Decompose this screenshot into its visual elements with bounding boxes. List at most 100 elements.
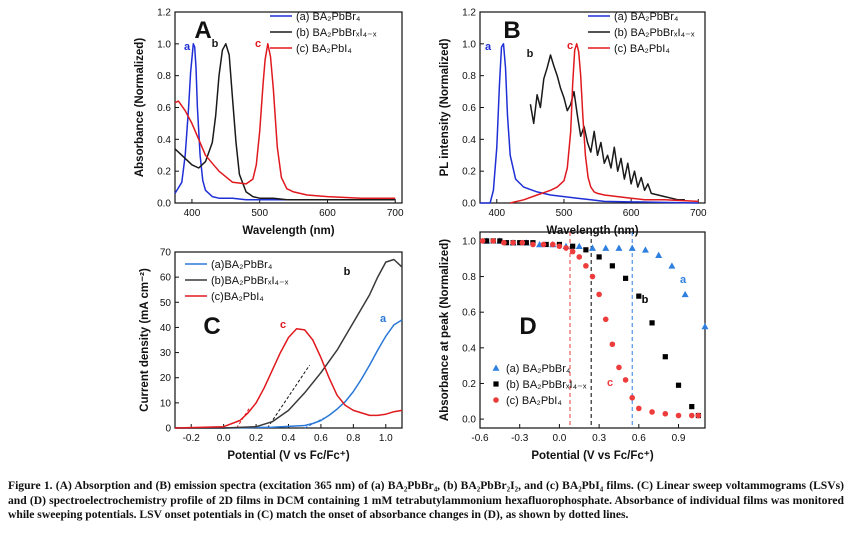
legend-label: (b) BA₂PbBrₓI₄₋ₓ — [614, 27, 695, 39]
curve-label-c: c — [280, 319, 286, 331]
data-point-c — [629, 394, 636, 401]
data-point-a — [668, 262, 676, 269]
data-point-c — [688, 412, 695, 419]
data-point-c — [695, 412, 702, 419]
y-tick-label: 0.6 — [462, 308, 476, 319]
panel-letter: D — [519, 313, 536, 340]
x-axis-label: Wavelength (nm) — [242, 225, 334, 237]
y-tick-label: 0.6 — [157, 103, 171, 114]
x-axis-label: Potential (V vs Fc/Fc⁺) — [227, 450, 350, 462]
y-tick-label: 0.4 — [157, 135, 171, 146]
curve-label-b: b — [344, 266, 351, 278]
y-tick-label: 0.6 — [462, 103, 476, 114]
curve-label-a: a — [380, 313, 387, 325]
y-tick-label: 20 — [160, 373, 172, 384]
y-tick-label: 1.2 — [157, 8, 171, 19]
data-point-c — [596, 291, 602, 298]
legend-label: (c) BA₂PbI₄ — [296, 43, 352, 55]
data-point-c — [662, 410, 669, 417]
data-point-c — [675, 412, 682, 419]
y-axis-label: Absorbance (Normalized) — [134, 38, 146, 177]
x-tick-label: 0.3 — [592, 433, 606, 444]
plot-frame — [479, 231, 706, 429]
data-point-c — [490, 238, 497, 244]
legend-marker — [493, 381, 499, 387]
y-tick-label: 0.8 — [462, 272, 476, 283]
y-tick-label: 0.2 — [157, 167, 171, 178]
y-tick-label: 0.4 — [462, 343, 476, 354]
y-tick-label: 0.0 — [462, 199, 476, 210]
legend-label: (b)BA₂PbBrₓI₄₋ₓ — [211, 275, 289, 287]
data-point-a — [628, 244, 636, 251]
x-tick-label: 0.0 — [217, 433, 231, 444]
data-point-c — [556, 243, 563, 250]
x-tick-label: 0.4 — [282, 433, 296, 444]
data-point-c — [649, 409, 655, 415]
curve-label-a: a — [184, 41, 191, 53]
caption-text: (A) Absorption and (B) emission spectra … — [8, 479, 844, 522]
x-tick-label: 0.2 — [249, 433, 263, 444]
series-line-c — [174, 43, 396, 199]
data-point-b — [622, 275, 629, 281]
data-point-b — [523, 240, 529, 246]
legend-label: (c) BA₂PbI₄ — [506, 395, 562, 407]
y-tick-label: 60 — [160, 273, 172, 284]
figure-caption: Figure 1. (A) Absorption and (B) emissio… — [8, 479, 844, 523]
series-line-b — [175, 258, 403, 429]
legend-label: (a)BA₂PbBr₄ — [211, 259, 273, 271]
data-point-c — [530, 241, 536, 248]
data-point-b — [609, 263, 615, 269]
y-axis-label: Current density (mA cm⁻²) — [139, 268, 151, 412]
x-tick-label: 400 — [184, 208, 201, 219]
data-point-c — [510, 239, 516, 246]
data-point-a — [615, 244, 623, 251]
y-tick-label: 70 — [160, 248, 172, 259]
y-tick-label: 1.2 — [462, 8, 476, 19]
data-point-b — [497, 238, 503, 244]
x-tick-label: 500 — [251, 208, 268, 219]
x-tick-label: 500 — [556, 208, 573, 219]
data-point-c — [609, 341, 616, 348]
y-axis-label: Absorbance at peak (Normalized) — [439, 239, 451, 421]
y-tick-label: 40 — [160, 323, 172, 334]
legend-label: (c) BA₂PbI₄ — [614, 43, 670, 55]
curve-label-c: c — [255, 38, 261, 50]
panel-a: 400 500 600 700 0.0 0.2 0.4 0.6 0.8 1.0 1.2 Wavelen… — [134, 8, 404, 238]
data-point-c — [576, 254, 583, 260]
data-point-c — [616, 364, 622, 371]
x-tick-label: 1.0 — [379, 433, 393, 444]
data-point-b — [662, 354, 668, 360]
curve-label-b: b — [527, 48, 534, 60]
data-point-c — [563, 245, 569, 251]
data-point-b — [583, 247, 589, 253]
series-line-a — [174, 43, 396, 201]
x-tick-label: 0.9 — [672, 433, 686, 444]
x-tick-label: 0.0 — [552, 433, 566, 444]
y-tick-label: 0.8 — [157, 71, 171, 82]
legend-label: (a) BA₂PbBr₄ — [296, 11, 361, 23]
data-point-b — [649, 320, 655, 326]
curve-label-b: b — [212, 38, 219, 50]
x-tick-label: -0.6 — [471, 433, 489, 444]
y-tick-label: 10 — [160, 398, 172, 409]
onset-line-b — [267, 364, 310, 429]
legend-label: (c)BA₂PbI₄ — [211, 291, 264, 303]
panel-c: -0.2 0.0 0.2 0.4 0.6 0.8 1.0 0 10 20 30 40 50 60 70 Pot… — [139, 248, 403, 462]
y-tick-label: 0.8 — [462, 71, 476, 82]
data-point-c — [589, 273, 596, 280]
x-tick-label: 0.6 — [314, 433, 328, 444]
legend-label: (b) BA₂PbBrₓI₄₋ₓ — [506, 379, 587, 391]
data-point-c — [501, 239, 507, 246]
x-tick-label: 700 — [387, 208, 404, 219]
data-point-a — [641, 246, 649, 253]
data-point-c — [540, 241, 547, 248]
y-tick-label: 0.4 — [462, 135, 476, 146]
legend-marker — [492, 364, 500, 371]
legend-marker — [493, 397, 499, 403]
curve-label-c: c — [567, 40, 573, 52]
series-line-b — [174, 43, 396, 201]
data-point-c — [549, 241, 556, 248]
series-line-b — [529, 54, 685, 201]
y-tick-label: 0 — [165, 424, 171, 435]
x-tick-label: 600 — [623, 208, 640, 219]
